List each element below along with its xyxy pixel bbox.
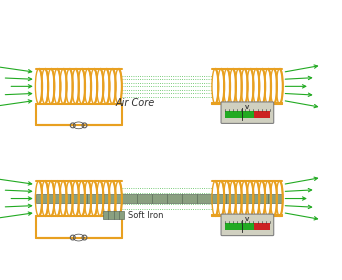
Bar bbox=[225, 223, 254, 230]
Text: Air Core: Air Core bbox=[116, 98, 155, 108]
FancyBboxPatch shape bbox=[221, 102, 274, 123]
Text: Soft Iron: Soft Iron bbox=[128, 211, 164, 220]
Bar bbox=[36, 194, 121, 203]
FancyBboxPatch shape bbox=[221, 214, 274, 235]
Text: V: V bbox=[245, 218, 250, 223]
Bar bbox=[254, 111, 270, 118]
Bar bbox=[103, 211, 124, 219]
Bar bbox=[121, 194, 212, 203]
Bar bbox=[254, 223, 270, 230]
Text: V: V bbox=[245, 105, 250, 110]
Bar bbox=[225, 111, 254, 118]
Bar bbox=[212, 194, 282, 203]
